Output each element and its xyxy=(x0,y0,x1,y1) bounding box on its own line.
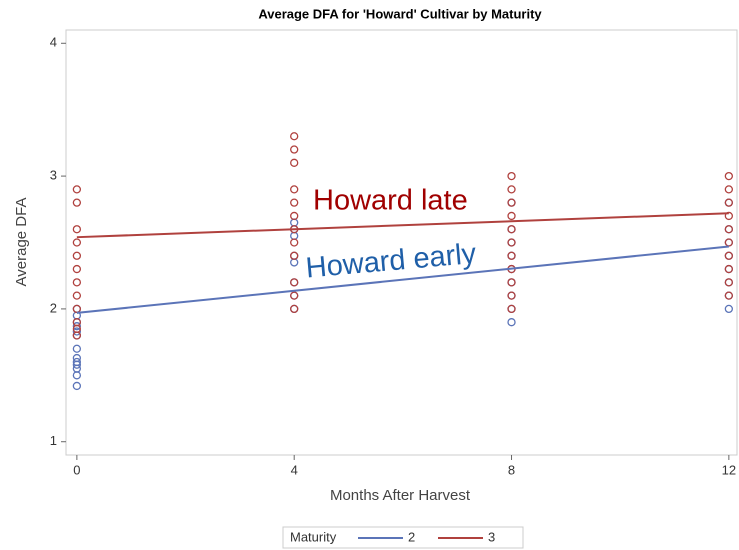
data-point xyxy=(507,278,516,287)
data-point xyxy=(507,251,516,260)
y-tick-label: 1 xyxy=(50,433,57,448)
data-point xyxy=(507,211,516,221)
data-point xyxy=(290,185,299,194)
data-point xyxy=(724,278,734,287)
data-point xyxy=(290,158,299,167)
data-point xyxy=(724,185,734,194)
data-point xyxy=(507,198,516,207)
fit-line xyxy=(76,245,729,314)
data-point xyxy=(290,291,299,300)
data-point xyxy=(724,291,734,300)
data-point xyxy=(72,238,82,247)
data-point xyxy=(72,344,82,353)
y-tick-label: 4 xyxy=(50,35,57,50)
data-point xyxy=(290,278,299,287)
data-point xyxy=(290,231,299,241)
data-point xyxy=(72,357,82,367)
data-point xyxy=(507,171,516,181)
data-point xyxy=(290,251,299,260)
legend-label: 3 xyxy=(488,529,495,544)
data-point xyxy=(507,291,516,300)
chart-title: Average DFA for 'Howard' Cultivar by Mat… xyxy=(258,6,542,21)
annotation: Howard early xyxy=(304,238,477,285)
x-tick-label: 4 xyxy=(291,462,298,477)
annotation: Howard late xyxy=(313,185,468,217)
data-point xyxy=(72,322,82,331)
data-point xyxy=(724,304,734,314)
data-point xyxy=(507,318,516,327)
data-point xyxy=(72,327,82,336)
plot-frame xyxy=(65,29,738,456)
x-tick-label: 12 xyxy=(722,462,736,477)
data-point xyxy=(72,185,82,194)
legend-label: 2 xyxy=(408,529,415,544)
data-point xyxy=(72,381,82,391)
data-point xyxy=(724,264,734,274)
fit-line xyxy=(76,212,729,239)
legend-title: Maturity xyxy=(290,529,337,544)
y-tick-label: 3 xyxy=(50,168,57,183)
data-point xyxy=(724,211,734,221)
data-point xyxy=(724,238,734,247)
data-point xyxy=(507,304,516,314)
data-point xyxy=(72,278,82,287)
data-point xyxy=(724,171,734,181)
data-point xyxy=(290,218,299,227)
data-point xyxy=(72,264,82,274)
data-point xyxy=(72,251,82,260)
data-point xyxy=(507,225,516,234)
data-point xyxy=(72,353,82,363)
x-axis-label: Months After Harvest xyxy=(330,487,471,504)
data-point xyxy=(290,145,299,154)
data-point xyxy=(72,198,82,207)
data-point xyxy=(72,291,82,300)
data-point xyxy=(507,185,516,194)
data-point xyxy=(72,318,82,327)
x-tick-label: 0 xyxy=(73,462,80,477)
y-axis-label: Average DFA xyxy=(13,198,30,287)
data-point xyxy=(72,371,82,380)
x-tick-label: 8 xyxy=(508,462,515,477)
data-point xyxy=(290,198,299,207)
data-point xyxy=(724,225,734,234)
data-point xyxy=(290,238,299,247)
data-point xyxy=(290,211,299,221)
data-point xyxy=(290,258,299,267)
data-point xyxy=(724,251,734,260)
y-tick-label: 2 xyxy=(50,300,57,315)
data-point xyxy=(72,225,82,234)
data-point xyxy=(72,304,82,314)
data-point xyxy=(507,238,516,247)
data-point xyxy=(724,198,734,207)
legend-box xyxy=(282,526,524,549)
data-point xyxy=(290,304,299,314)
data-point xyxy=(290,132,299,141)
